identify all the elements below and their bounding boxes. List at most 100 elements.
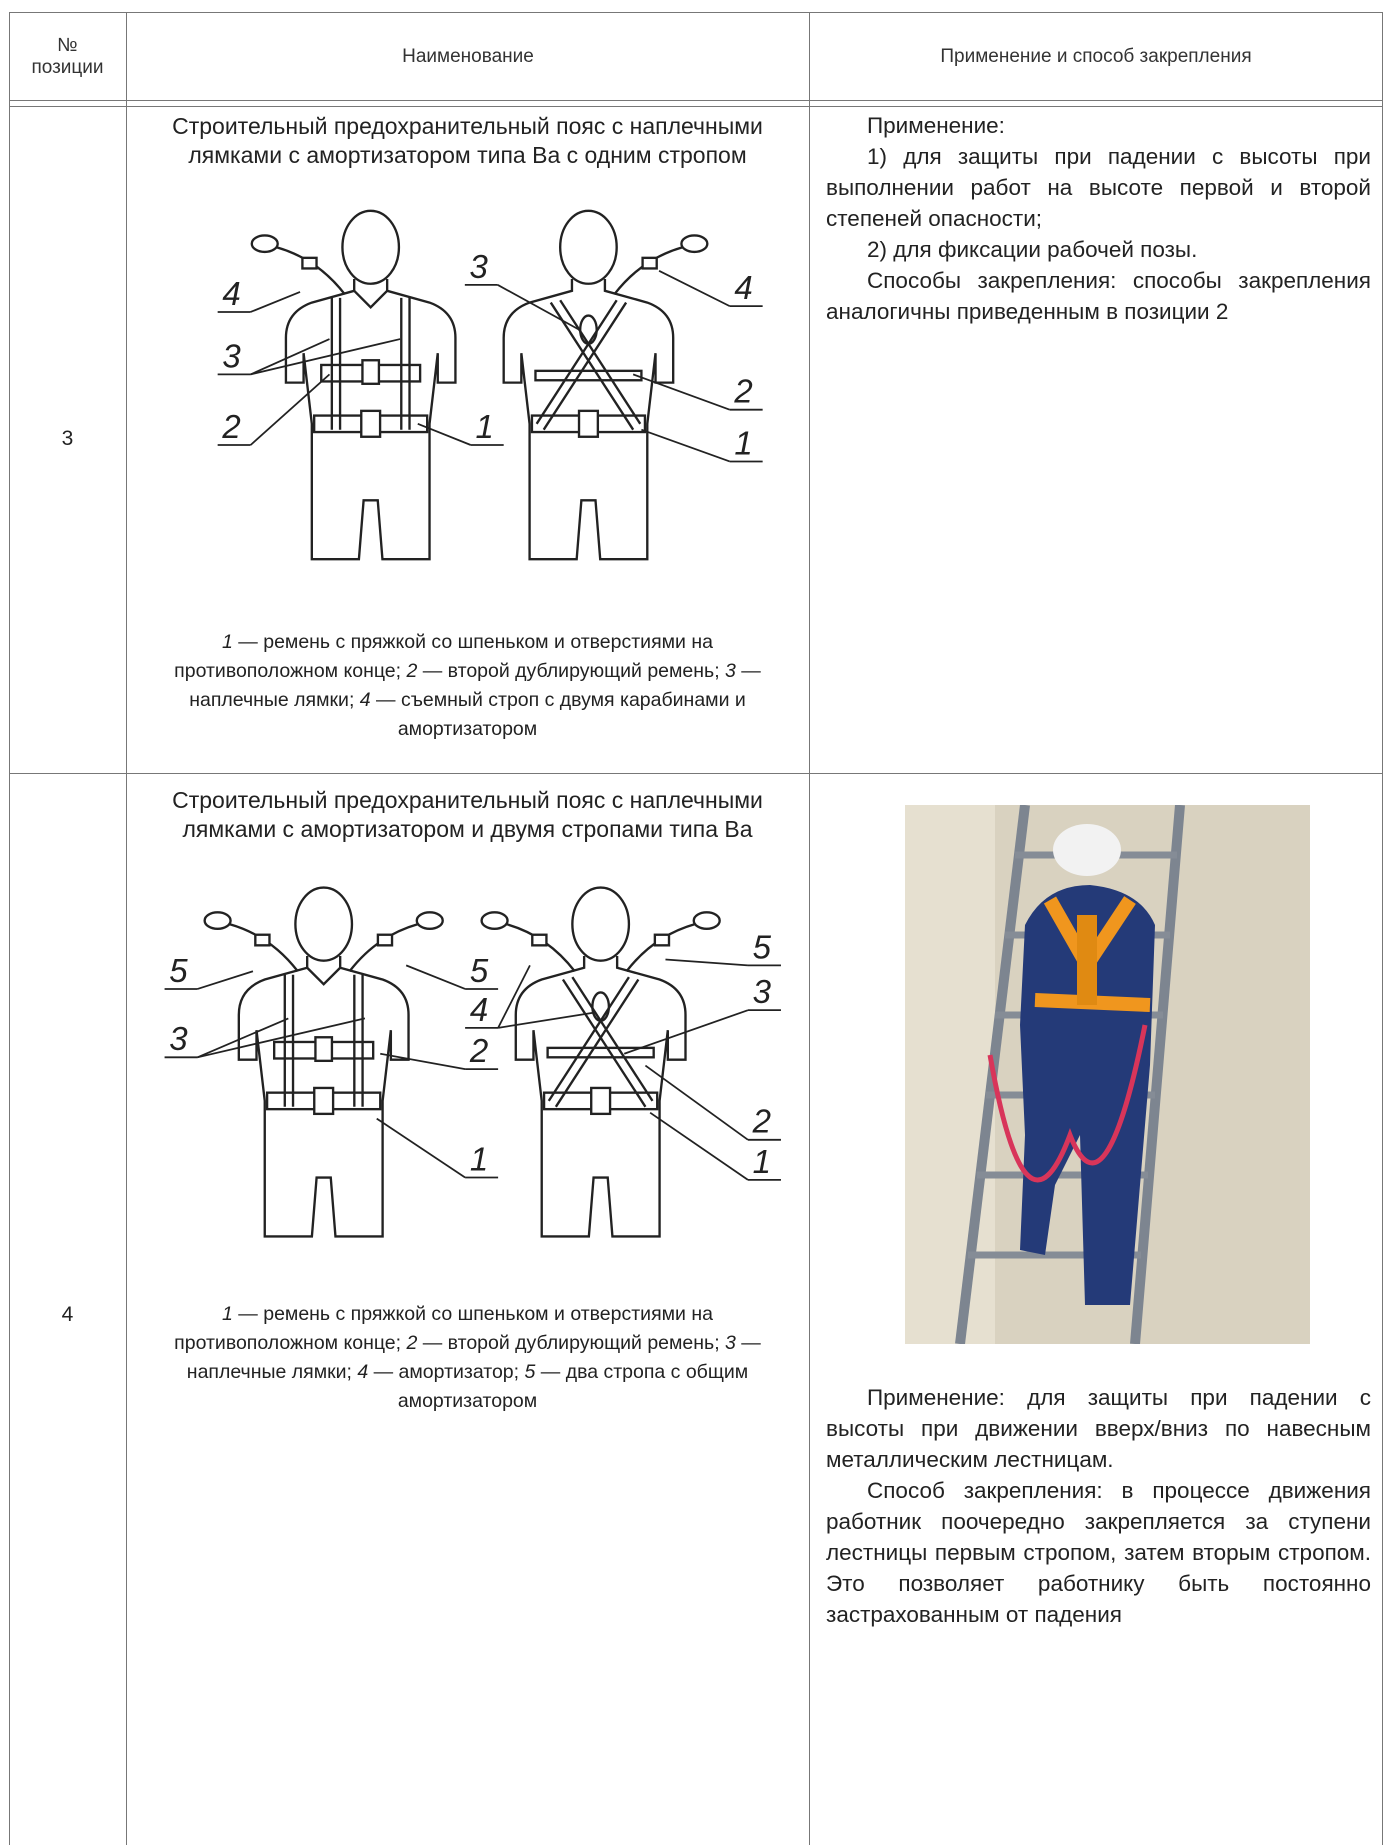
absorber [301,256,318,270]
head [294,886,354,962]
lanyard [229,922,299,972]
collar [306,966,342,986]
photo [905,805,1310,1344]
legend-number: 4 [357,1361,369,1383]
lanyard [613,246,683,296]
leader [405,964,466,990]
absorber [653,933,671,947]
legend-text: — наплечные лямки; [186,1332,761,1383]
header-name: Наименование [402,46,534,67]
absorber [641,256,658,270]
head [571,886,631,962]
leader [665,958,749,967]
lanyard [506,922,576,972]
leader [250,291,301,313]
rule [9,12,10,1845]
paragraph: Способы закрепления: способы закрепления… [826,268,1371,324]
legend-number: 1 [222,1303,233,1325]
legend-text: — ремень с пряжкой со шпеньком и отверст… [174,1303,713,1354]
callout-label: 3 [222,337,241,374]
lanyard [625,922,696,972]
buckle [590,1086,612,1116]
buckle [313,1086,335,1116]
header-application: Применение и способ закрепления [940,46,1252,67]
legend-text: — второй дублирующий ремень; [417,1332,726,1354]
leader [197,1017,289,1059]
legend-number: 5 [524,1361,536,1383]
body [237,955,410,1238]
callout-label: 2 [752,1103,771,1140]
lanyard [276,246,346,296]
rule [126,12,127,1845]
legend-text: — съемный строп с двумя карабинами и амо… [370,689,746,740]
callout-label: 4 [470,991,488,1028]
strap [547,976,654,1108]
callout-label: 3 [753,973,772,1010]
callout-label: 4 [222,275,240,312]
callout-label: 1 [475,408,493,445]
caption: 1 — ремень с пряжкой со шпеньком и отвер… [140,1300,795,1416]
callout-label: 5 [753,928,772,965]
callout-label: 1 [470,1140,488,1177]
carabiner [480,911,509,931]
rule [9,773,1383,774]
lanyard [348,922,419,972]
callout-label: 1 [753,1143,771,1180]
diagram: 4 3 2 1 3 4 2 1 [217,209,763,561]
leader [250,373,331,446]
ring [591,991,611,1022]
rule [9,100,1383,101]
application-text: Применение: для защиты при падении с выс… [826,1382,1371,1630]
legend-text: — амортизатор; [368,1361,525,1383]
paragraph: Применение: для защиты при падении с выс… [826,1385,1371,1472]
head [559,209,618,285]
position: 3 [61,427,74,450]
carabiner [250,234,279,254]
belt [546,1046,655,1059]
legend-number: 2 [406,660,418,682]
absorber [254,933,271,947]
head [341,209,401,285]
absorber [531,933,548,947]
leader [250,338,330,376]
legend-number: 3 [725,1332,736,1354]
leader [623,1009,749,1055]
legend-number: 3 [725,660,736,682]
carabiner [415,911,444,931]
absorber [376,933,394,947]
paragraph: Применение: [867,113,1005,138]
rule [809,12,810,1845]
body [502,279,675,561]
belt [534,369,643,382]
carabiner [692,911,721,931]
legend-number: 2 [406,1332,418,1354]
leader [417,422,472,446]
callout-label: 3 [470,248,489,285]
collar [353,289,388,309]
callout-label: 3 [169,1020,188,1057]
strap [535,299,642,431]
header-position: № позиции [31,35,104,78]
leader [632,373,730,411]
leader [497,1011,595,1029]
legend-text: — второй дублирующий ремень; [417,660,726,682]
paragraph: Способ закрепления: в процессе движения … [826,1478,1371,1627]
carabiner [203,911,232,931]
item-title: Строительный предохранительный пояс с на… [172,113,763,168]
buckle [360,409,382,438]
leader [644,1064,749,1141]
paragraph: 1) для защиты при падении с высоты при в… [826,144,1371,231]
callout-label: 2 [469,1032,488,1069]
leader [197,970,254,990]
leader [197,1017,366,1059]
body [284,279,457,561]
buckle [361,359,381,385]
caption: 1 — ремень с пряжкой со шпеньком и отвер… [140,628,795,744]
leader [649,1111,749,1181]
leader [376,1117,466,1179]
leader [497,284,580,331]
position: 4 [61,1303,74,1326]
legend-text: — два стропа с общим амортизатором [397,1361,749,1412]
